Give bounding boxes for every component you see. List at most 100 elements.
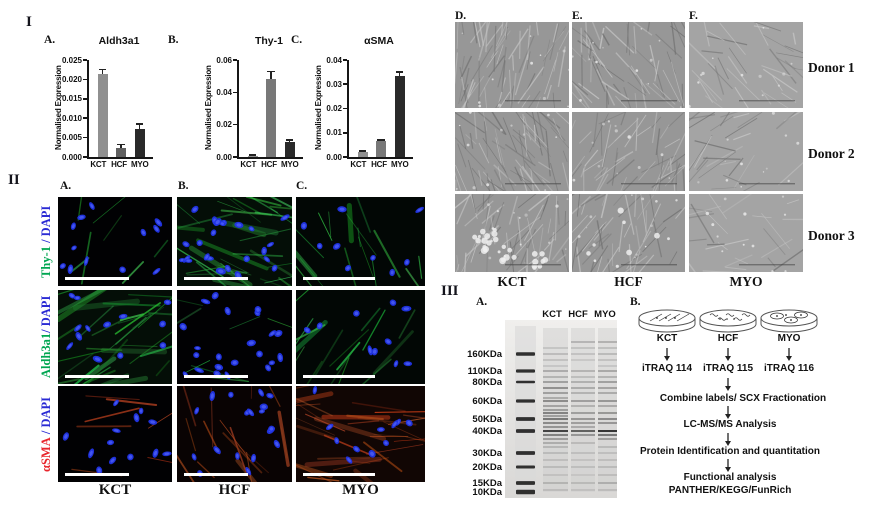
gel-lane-label-hcf: HCF (568, 309, 588, 320)
row-label-asma-dapi: αSMA / DAPI (39, 386, 55, 482)
y-tick-mark (343, 131, 347, 134)
bar-hcf (376, 141, 386, 157)
fluorescence-micrograph (277, 278, 425, 398)
workflow-diagram (635, 300, 870, 516)
phase-image-donor1-myo (682, 4, 819, 116)
y-tick-mark (83, 98, 87, 100)
chart-title: Aldh3a1 (98, 35, 140, 47)
x-category-label: MYO (130, 160, 149, 169)
itraq-114-label: iTRAQ 114 (641, 363, 693, 374)
dapi-label: / DAPI (39, 295, 53, 333)
itraq-115-label: iTRAQ 115 (702, 363, 754, 374)
gel-lane-label-kct: KCT (542, 309, 562, 320)
fluorescence-micrograph (58, 386, 190, 482)
y-tick-mark (233, 91, 237, 94)
mw-label-60kda: 60KDa (472, 396, 502, 407)
phase-contrast-micrograph (670, 99, 810, 197)
y-tick-label: 0.02 (326, 104, 342, 113)
if-panel-letter-a: A. (60, 180, 72, 192)
if-image-aldh3a1-hcf (155, 290, 312, 384)
phase-image-donor3-myo (673, 185, 821, 285)
mw-label-110kda: 110KDa (467, 366, 502, 377)
error-bar (249, 154, 256, 156)
x-category-label: KCT (90, 160, 107, 169)
mw-label-30kda: 30KDa (472, 448, 502, 459)
marker-label: Aldh3a1 (39, 333, 53, 379)
gel-lane-label-myo: MYO (594, 309, 616, 320)
y-tick-label: 0.025 (61, 55, 82, 65)
protein-gel-image (505, 320, 622, 498)
x-category-label: HCF (111, 160, 127, 169)
fluorescence-micrograph (43, 281, 184, 395)
y-tick-mark (343, 156, 347, 158)
phase-contrast-micrograph (568, 98, 699, 208)
workflow-step-identification: Protein Identification and quantitation (640, 446, 820, 457)
mw-label-160kda: 160KDa (467, 349, 502, 360)
y-tick-mark (343, 59, 347, 61)
y-tick-mark (233, 156, 237, 158)
dapi-label: / DAPI (39, 205, 53, 246)
if-image-thy-1-kct (58, 183, 172, 286)
marker-label: Thy-1 (39, 245, 53, 278)
workflow-step-combine: Combine labels/ SCX Fractionation (659, 393, 827, 404)
x-axis-categories: KCT HCF MYO (87, 160, 151, 169)
phase-contrast-micrograph (450, 179, 581, 288)
if-image-αsma-hcf (173, 368, 292, 503)
phase-contrast-micrograph (558, 174, 689, 290)
y-tick-mark (83, 78, 87, 81)
panel-letter-f: F. (689, 10, 698, 22)
y-tick-mark (343, 107, 347, 110)
phase-contrast-micrograph (453, 100, 581, 213)
mw-label-20kda: 20KDa (472, 462, 502, 473)
phase-image-donor2-kct (453, 100, 581, 213)
petri-label-myo: MYO (777, 333, 801, 344)
bar-myo (134, 129, 145, 157)
y-tick-label: 0.06 (216, 55, 232, 65)
petri-dish-icons-and-arrows (638, 309, 818, 472)
y-tick-label: 0.020 (61, 74, 82, 84)
gel-panel-letter: A. (476, 296, 488, 308)
y-tick-label: 0.02 (216, 120, 232, 130)
if-col-label-myo: MYO (342, 482, 379, 498)
panel-letter-d: D. (455, 10, 467, 22)
y-tick-label: 0.01 (326, 128, 342, 138)
phase-contrast-micrograph (454, 4, 573, 125)
error-bar (286, 139, 293, 142)
bar-group (284, 139, 295, 157)
phase-image-donor2-hcf (568, 98, 699, 208)
marker-label: αSMA (39, 436, 53, 472)
phase-col-label-kct: KCT (497, 274, 527, 289)
x-category-label: KCT (240, 160, 257, 169)
petri-label-hcf: HCF (717, 333, 739, 344)
if-image-thy-1-hcf (163, 186, 316, 299)
row-label-thy1-dapi: Thy-1 / DAPI (39, 197, 55, 286)
mw-label-50kda: 50KDa (472, 414, 502, 425)
phase-image-donor1-hcf (564, 0, 694, 128)
panel-letter-c: C. (291, 34, 303, 46)
gel-lanes-graphic (515, 326, 622, 495)
if-col-label-kct: KCT (98, 482, 132, 498)
y-tick-label: 0.015 (61, 94, 82, 104)
error-bar (359, 150, 366, 153)
y-tick-label: 0.03 (326, 79, 342, 89)
bar-chart-aldh3a1: Aldh3a1 Normalised Expression KCT HCF MYO … (52, 33, 164, 175)
panel-letter-b: B. (168, 34, 179, 46)
bar-kct (247, 156, 258, 157)
bar-group (394, 70, 405, 157)
section-label-iii: III (441, 283, 459, 299)
petri-label-kct: KCT (656, 333, 678, 344)
workflow-panel-letter: B. (630, 296, 641, 308)
bar-myo (284, 141, 295, 157)
y-tick-mark (233, 123, 237, 126)
if-col-label-hcf: HCF (218, 482, 251, 498)
error-bar (377, 139, 384, 142)
bar-kct (357, 152, 368, 157)
fluorescence-micrograph (163, 186, 316, 299)
if-panel-letter-b: B. (178, 180, 189, 192)
chart-title: αSMA (364, 35, 394, 47)
y-tick-mark (343, 83, 347, 86)
workflow-step-functional: Functional analysis PANTHER/KEGG/FunRich (620, 472, 840, 497)
phase-image-donor1-kct (454, 4, 573, 125)
mw-label-40kda: 40KDa (472, 426, 502, 437)
bar-group (116, 143, 126, 157)
